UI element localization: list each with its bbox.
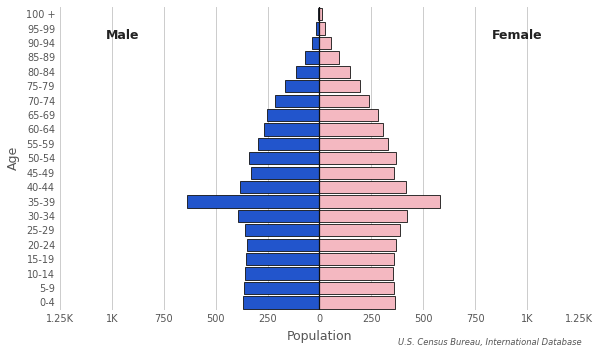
Bar	[319, 224, 400, 237]
Bar	[266, 109, 319, 121]
Bar	[319, 22, 325, 35]
Bar	[296, 66, 319, 78]
Bar	[319, 51, 339, 63]
Text: U.S. Census Bureau, International Database: U.S. Census Bureau, International Databa…	[398, 337, 582, 346]
Bar	[265, 123, 319, 135]
Y-axis label: Age: Age	[7, 146, 20, 170]
Bar	[312, 37, 319, 49]
Bar	[246, 253, 319, 265]
Bar	[319, 210, 407, 222]
Bar	[319, 37, 331, 49]
Bar	[251, 167, 319, 179]
Bar	[319, 8, 322, 20]
Bar	[285, 80, 319, 92]
Bar	[319, 123, 383, 135]
Bar	[319, 181, 406, 193]
Bar	[319, 167, 394, 179]
Bar	[319, 296, 395, 309]
Bar	[319, 80, 360, 92]
Bar	[244, 282, 319, 294]
Bar	[238, 210, 319, 222]
Bar	[319, 109, 377, 121]
Bar	[319, 253, 394, 265]
X-axis label: Population: Population	[287, 330, 352, 343]
Bar	[316, 22, 319, 35]
Bar	[245, 267, 319, 280]
Bar	[319, 94, 370, 107]
Bar	[275, 94, 319, 107]
Text: Female: Female	[491, 29, 542, 42]
Bar	[247, 239, 319, 251]
Bar	[319, 239, 396, 251]
Bar	[245, 224, 319, 237]
Bar	[319, 267, 393, 280]
Bar	[258, 138, 319, 150]
Bar	[305, 51, 319, 63]
Bar	[242, 296, 319, 309]
Bar	[319, 195, 440, 208]
Text: Male: Male	[106, 29, 139, 42]
Bar	[319, 282, 394, 294]
Bar	[187, 195, 319, 208]
Bar	[249, 152, 319, 164]
Bar	[319, 138, 388, 150]
Bar	[319, 66, 350, 78]
Bar	[319, 152, 396, 164]
Bar	[239, 181, 319, 193]
